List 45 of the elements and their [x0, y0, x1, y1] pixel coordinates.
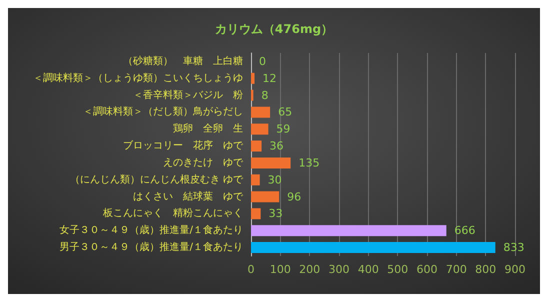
x-tick-label: 400 [358, 263, 379, 276]
data-label: 36 [270, 140, 284, 153]
bar [251, 174, 260, 186]
data-label: 30 [268, 173, 282, 186]
bar [251, 124, 268, 135]
y-tick-label: 女子３０～４９（歳）推進量/１食あたり [60, 224, 243, 236]
data-label: 96 [287, 190, 302, 204]
bar [251, 72, 255, 84]
y-tick-label: （砂糖類） 車糖 上白糖 [123, 54, 243, 67]
x-tick-label: 100 [270, 263, 291, 276]
y-tick-label: ＜香辛料類＞バジル 粉 [133, 88, 243, 101]
data-label: 0 [259, 54, 266, 68]
bar [251, 225, 446, 236]
bar [251, 191, 280, 202]
y-tick-label: ブロッコリー 花序 ゆで [123, 140, 244, 152]
x-tick-label: 500 [387, 263, 408, 276]
x-tick-label: 700 [446, 263, 467, 276]
x-tick-label: 900 [504, 263, 526, 276]
bar [251, 242, 496, 254]
y-tick-label: 鶏卵 全卵 生 [173, 122, 243, 135]
y-tick-label: ＜調味料類＞（だし類）鳥がらだし [83, 106, 243, 118]
x-tick-label: 0 [248, 263, 254, 276]
data-label: 8 [261, 88, 268, 102]
y-tick-label: えのきたけ ゆで [163, 157, 244, 168]
y-tick-label: 板こんにゃく 精粉こんにゃく [102, 207, 243, 220]
bar [251, 208, 261, 220]
data-label: 12 [262, 72, 277, 85]
data-label: 135 [298, 156, 320, 170]
y-tick-label: （にんじん類）にんじん根皮むき ゆで [70, 173, 244, 186]
data-label: 65 [278, 106, 292, 119]
y-tick-label: 男子３０～４９（歳）推進量/１食あたり [60, 241, 243, 254]
bar [251, 140, 262, 152]
data-label: 833 [503, 241, 524, 254]
chart-title: カリウム（476mg） [214, 22, 334, 36]
x-tick-label: 300 [328, 263, 350, 276]
data-label: 59 [276, 122, 290, 136]
data-label: 33 [268, 207, 283, 220]
y-tick-label: はくさい 結球葉 ゆで [133, 190, 244, 202]
x-tick-label: 600 [416, 263, 438, 276]
bar [251, 157, 291, 168]
y-tick-label: ＜調味料類＞（しょうゆ類）こいくちしょうゆ [33, 72, 243, 84]
bar [251, 106, 270, 118]
data-label: 666 [454, 224, 476, 238]
x-tick-label: 200 [299, 263, 320, 276]
x-tick-label: 800 [475, 263, 496, 276]
